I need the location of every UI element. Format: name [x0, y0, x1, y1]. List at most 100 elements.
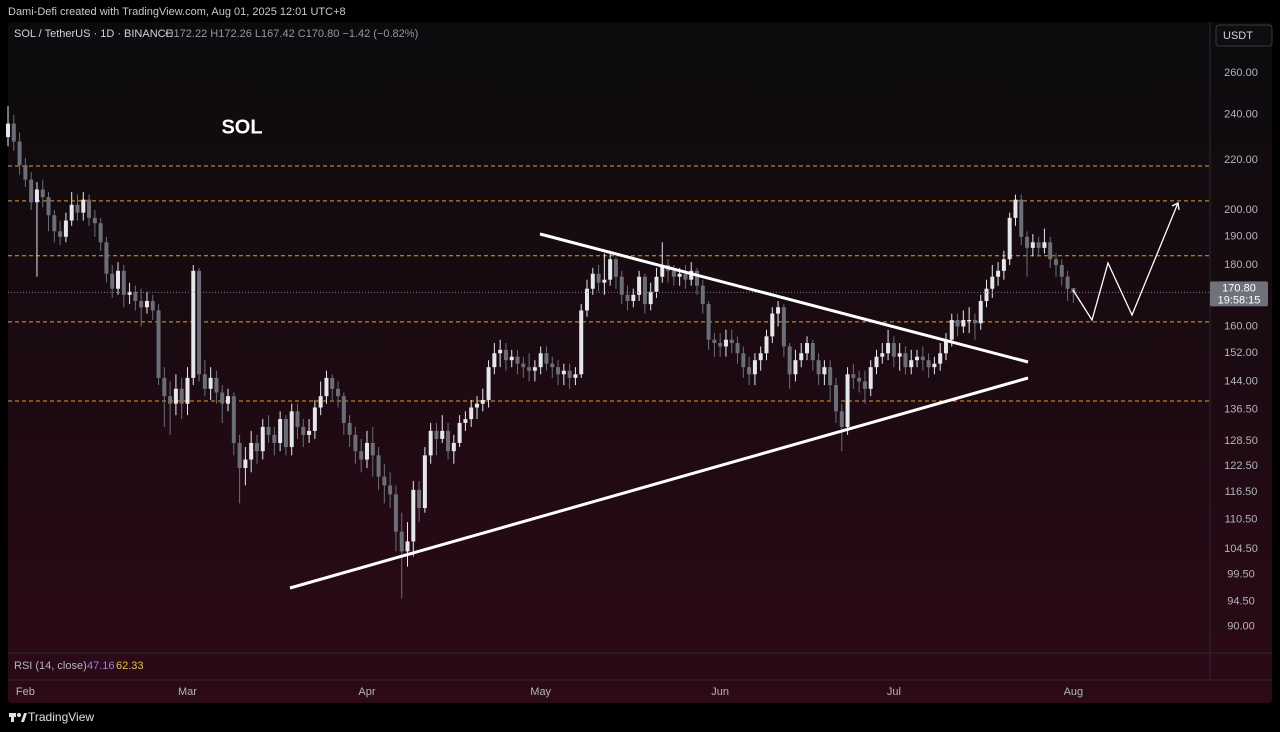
- annotation: SOL: [221, 116, 262, 138]
- candle-body: [961, 319, 966, 327]
- candle-body: [793, 360, 798, 375]
- trendline-upper: [539, 232, 1029, 364]
- candle-body: [648, 291, 653, 305]
- candle-body: [764, 336, 769, 354]
- candle-body: [266, 426, 271, 435]
- candle-body: [868, 367, 873, 389]
- candle-body: [301, 426, 306, 435]
- candle-body: [81, 199, 86, 213]
- candle-body: [393, 494, 398, 532]
- candle-body: [862, 381, 867, 389]
- candle-body: [202, 374, 207, 389]
- candle-body: [752, 360, 757, 375]
- y-tick-label: 160.00: [1224, 320, 1258, 332]
- candle-body: [816, 360, 821, 375]
- ohlc-legend: O172.22 H172.26 L167.42 C170.80 −1.42 (−…: [165, 28, 418, 40]
- countdown: 19:58:15: [1218, 294, 1261, 306]
- candle-body: [1042, 242, 1047, 248]
- candle-body: [700, 285, 705, 305]
- candle-body: [787, 346, 792, 375]
- candle-body: [156, 310, 161, 378]
- candle-body: [503, 349, 508, 361]
- candle-body: [637, 276, 642, 295]
- candle-body: [781, 307, 786, 347]
- currency-button[interactable]: [1215, 24, 1273, 47]
- candle-body: [758, 353, 763, 361]
- candle-body: [909, 360, 914, 368]
- candle-body: [938, 353, 943, 364]
- footer: TradingView: [28, 710, 94, 724]
- candle-body: [1007, 217, 1012, 260]
- candle-body: [718, 343, 723, 347]
- y-tick-label: 90.00: [1227, 621, 1255, 633]
- candle-body: [1013, 199, 1018, 218]
- candle-body: [474, 403, 479, 408]
- candle-body: [1030, 242, 1035, 248]
- candle-body: [260, 426, 265, 452]
- candle-body: [642, 276, 647, 305]
- candle-body: [509, 356, 514, 361]
- candle-body: [990, 276, 995, 289]
- candle-body: [631, 294, 636, 302]
- candle-body: [561, 370, 566, 375]
- candle-body: [851, 374, 856, 378]
- candle-body: [596, 273, 601, 283]
- y-tick-label: 104.50: [1224, 543, 1258, 555]
- candle-body: [336, 388, 341, 397]
- candle-body: [150, 301, 155, 311]
- candle-body: [608, 259, 613, 280]
- candle-body: [932, 363, 937, 368]
- y-tick-label: 116.50: [1225, 486, 1258, 498]
- candle-body: [943, 339, 948, 354]
- projection-arrowhead: [1171, 202, 1180, 211]
- candle-body: [312, 407, 317, 431]
- candle-body: [527, 367, 532, 371]
- candle-body: [683, 273, 688, 280]
- candle-body: [498, 349, 503, 354]
- trendline-lower: [289, 376, 1029, 590]
- candle-body: [92, 217, 97, 224]
- candle-body: [532, 367, 537, 371]
- y-tick-label: 94.50: [1227, 595, 1255, 607]
- candle-body: [521, 363, 526, 368]
- candle-body: [173, 388, 178, 404]
- candle-body: [63, 220, 68, 237]
- candle-body: [706, 304, 711, 340]
- candle-body: [411, 489, 416, 542]
- candle-body: [370, 442, 375, 456]
- candle-body: [295, 411, 300, 427]
- chart-pane: [8, 22, 1272, 703]
- x-tick-label: Apr: [358, 686, 375, 698]
- candle-body: [585, 288, 589, 311]
- candle-body: [590, 273, 595, 289]
- candle-body: [58, 231, 63, 237]
- candle-body: [249, 442, 254, 460]
- candle-body: [17, 141, 22, 166]
- candle-body: [399, 531, 404, 552]
- candle-body: [434, 430, 439, 439]
- candle-body: [422, 455, 427, 509]
- projection-path: [1072, 202, 1179, 322]
- y-tick-label: 152.00: [1224, 347, 1258, 359]
- currency-button-label[interactable]: USDT: [1223, 30, 1253, 42]
- candle-body: [237, 442, 242, 469]
- y-tick-label: 240.00: [1224, 109, 1258, 121]
- y-tick-label: 99.50: [1227, 568, 1255, 580]
- x-tick-label: Jul: [887, 686, 901, 698]
- last-price-label: 170.80: [1222, 282, 1256, 294]
- candle-body: [417, 489, 422, 509]
- candle-body: [891, 343, 896, 357]
- candle-body: [289, 411, 294, 448]
- candle-body: [179, 388, 184, 404]
- candle-body: [544, 353, 549, 364]
- y-tick-label: 144.00: [1224, 375, 1258, 387]
- candle-body: [625, 294, 630, 302]
- candle-body: [579, 310, 584, 375]
- candle-body: [486, 367, 491, 400]
- ohlc-high: H172.26: [210, 28, 252, 40]
- candle-body: [283, 419, 288, 448]
- candle-body: [1053, 259, 1058, 265]
- candle-body: [972, 319, 977, 324]
- candle-body: [364, 442, 369, 460]
- y-tick-label: 110.50: [1225, 514, 1258, 526]
